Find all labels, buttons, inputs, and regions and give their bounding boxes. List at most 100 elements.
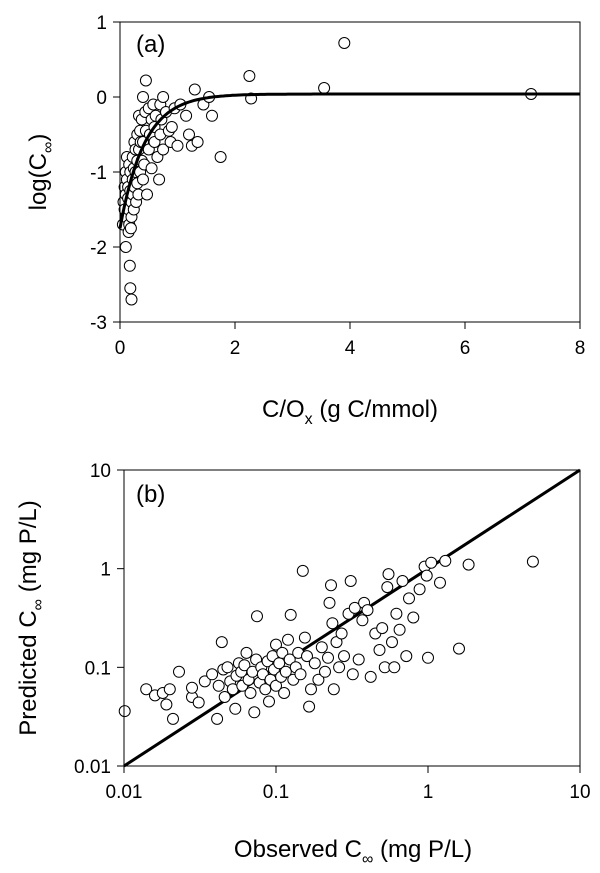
panel-b-point-0	[118, 705, 131, 718]
panel-a-ticks: 0 2 4 6 8 -3 -2 -1 0 1	[90, 13, 585, 359]
panel-a-y-axis-label: log(C∞)	[25, 134, 57, 211]
panel-b-point-74	[338, 650, 350, 663]
panel-b-point-63	[312, 673, 325, 686]
panel-b-point-78	[348, 601, 361, 614]
panel-b-point-43	[270, 638, 282, 651]
panel-a-y-tick-label: 1	[96, 13, 107, 34]
panel-b-point-67	[323, 596, 336, 609]
panel-a-point-88	[338, 37, 351, 49]
panel-a-point-74	[171, 139, 184, 152]
panel-a-y-tick-label: -1	[90, 163, 107, 184]
panel-b-point-104	[439, 554, 452, 567]
panel-b-point-68	[325, 579, 337, 592]
panel-b-point-10	[192, 696, 205, 709]
panel-b-ticks: 0.01 0.1 1 10 0.01 0.1 1 10	[74, 461, 591, 803]
panel-a-point-45	[137, 91, 149, 103]
panel-a-points	[116, 37, 538, 306]
panel-b-point-102	[425, 556, 438, 569]
panel-b-y-axis-label: Predicted C∞ (mg P/L)	[15, 500, 47, 735]
panel-b-point-90	[386, 636, 398, 649]
panel-a-point-20	[124, 222, 137, 235]
panel-b-point-50	[282, 633, 294, 646]
panel-b-point-37	[259, 683, 272, 696]
panel-a-label: (a)	[136, 31, 165, 58]
panel-b-point-21	[229, 702, 242, 715]
panel-b-x-tick-label: 1	[423, 782, 434, 803]
panel-b-point-26	[238, 659, 251, 672]
panel-b-point-44	[270, 679, 282, 692]
panel-b-point-15	[215, 636, 228, 649]
panel-b-point-80	[356, 614, 369, 627]
panel-b-point-33	[251, 610, 263, 623]
panel-b-point-82	[361, 604, 374, 617]
panel-a-point-83	[206, 109, 218, 122]
panel-b-point-86	[376, 622, 389, 635]
panel-b-point-12	[206, 668, 219, 681]
panel-b-point-91	[388, 661, 401, 674]
panel-a-point-50	[139, 74, 152, 87]
panel-b-point-27	[240, 646, 253, 659]
panel-a-y-tick-label: -2	[90, 238, 107, 259]
panel-a-x-tick-label: 0	[115, 338, 126, 359]
panel-a-point-79	[188, 83, 201, 96]
panel-b-point-100	[420, 569, 433, 582]
panel-b-point-7	[173, 665, 185, 678]
panel-b-point-13	[211, 712, 224, 725]
panel-b-point-59	[301, 650, 313, 663]
panel-b-point-95	[400, 650, 413, 663]
panel-b-point-107	[526, 555, 539, 568]
panel-b-x-tick-label: 0.1	[263, 782, 289, 803]
panel-b-point-62	[308, 657, 321, 670]
panel-b-point-18	[221, 661, 234, 674]
panel-b-point-79	[352, 653, 365, 666]
panel-a-point-68	[157, 143, 170, 156]
panel-a-point-56	[145, 162, 158, 175]
panel-b-plot-frame	[123, 469, 581, 767]
panel-b-point-4	[160, 698, 173, 711]
panel-b-point-69	[326, 617, 339, 630]
panel-b-point-5	[163, 683, 176, 696]
panel-a-point-77	[183, 128, 195, 141]
panel-b-point-103	[434, 576, 446, 589]
panel-b-point-88	[381, 581, 394, 594]
panel-b-point-101	[422, 651, 434, 664]
panel-a-x-tick-label: 8	[575, 338, 586, 359]
panel-b-points	[118, 554, 539, 725]
panel-b-x-tick-label: 10	[569, 782, 590, 803]
panel-b-point-83	[364, 670, 377, 683]
panel-a-x-tick-label: 4	[345, 338, 356, 359]
panel-a-point-87	[318, 82, 331, 94]
panel-b-point-14	[212, 679, 225, 692]
panel-b-point-106	[462, 558, 475, 571]
panel-a-x-tick-label: 6	[460, 338, 471, 359]
panel-b-y-tick-label: 0.01	[74, 757, 111, 778]
panel-b-y-tick-label: 0.1	[85, 658, 111, 679]
panel-b-point-73	[335, 627, 348, 640]
panel-a-point-67	[157, 91, 170, 103]
panel-b: 0.01 0.1 1 10 0.01 0.1 1 10 (b) Observed C∞ (mg…	[15, 461, 591, 868]
panel-b-point-47	[276, 646, 289, 659]
panel-b-point-97	[407, 611, 420, 624]
panel-a-point-23	[125, 293, 138, 306]
panel-b-point-57	[296, 564, 309, 577]
panel-a-point-80	[191, 136, 204, 148]
panel-b-point-61	[305, 683, 317, 696]
panel-b-point-64	[315, 641, 328, 654]
panel-a-y-tick-label: -3	[90, 313, 107, 334]
panel-b-point-65	[319, 665, 331, 678]
panel-b-point-94	[396, 575, 409, 587]
panel-a-x-tick-label: 2	[230, 338, 241, 359]
panel-a-point-52	[141, 188, 153, 201]
panel-b-point-51	[283, 653, 296, 666]
panel-a-point-7	[119, 241, 132, 253]
panel-b-point-76	[344, 575, 357, 587]
panel-b-point-39	[263, 695, 275, 708]
panel-a-point-72	[165, 121, 178, 133]
panel-b-point-31	[248, 706, 261, 719]
panel-b-point-98	[413, 583, 426, 596]
panel-b-y-tick-label: 1	[100, 560, 111, 581]
panel-b-y-tick-label: 10	[90, 461, 111, 482]
panel-b-point-29	[244, 687, 257, 699]
panel-b-point-96	[403, 592, 415, 605]
